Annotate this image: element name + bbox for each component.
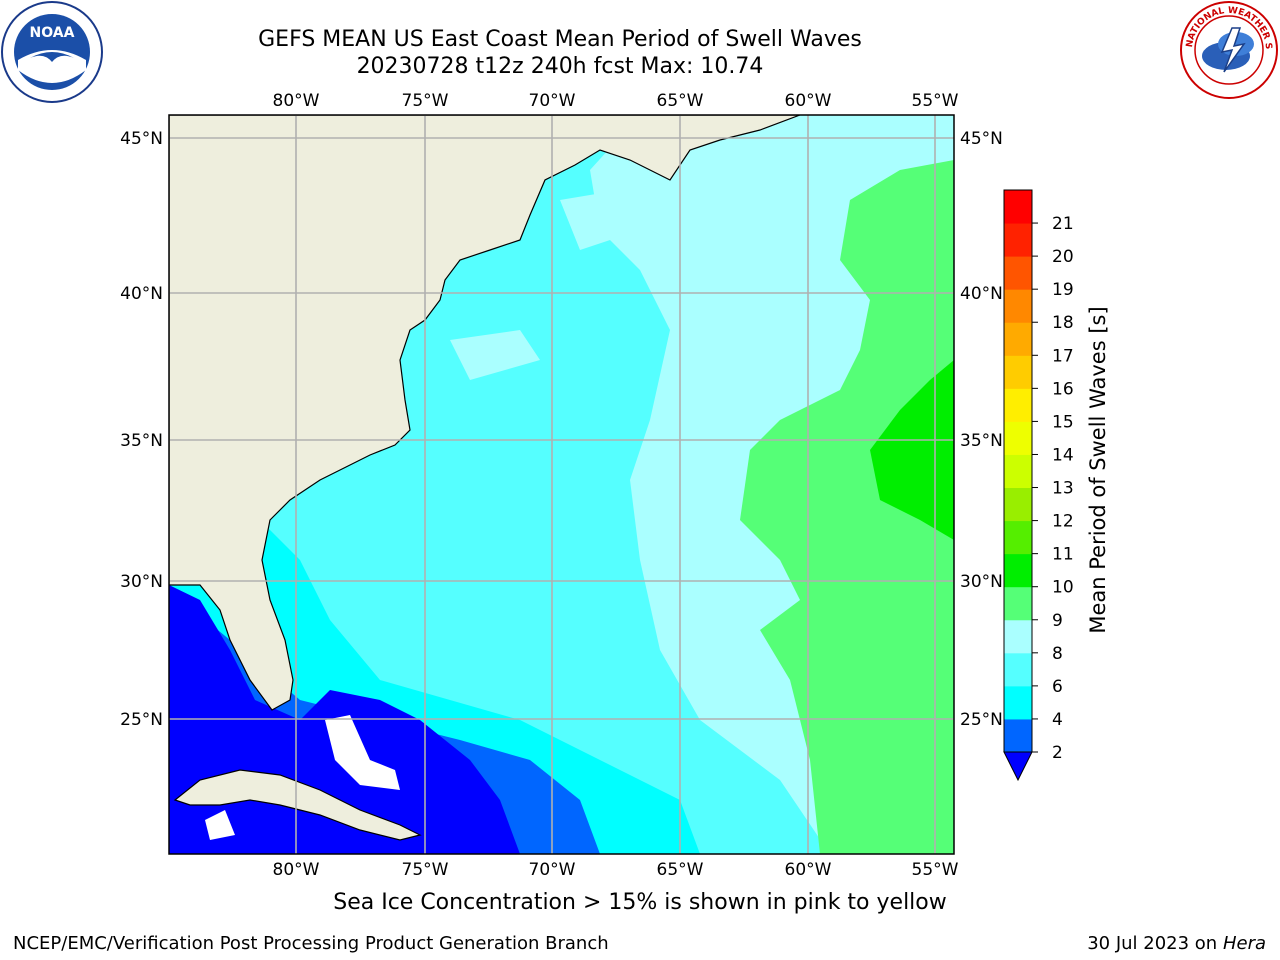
sea-ice-note: Sea Ice Concentration > 15% is shown in … — [333, 890, 947, 915]
lat-label-right: 30°N — [960, 572, 1003, 592]
lat-label-right: 40°N — [960, 284, 1003, 304]
colorbar-under-arrow — [1003, 751, 1033, 782]
graticule — [169, 115, 954, 854]
colorbar-swatch — [1004, 685, 1032, 720]
map-frame — [168, 114, 955, 855]
colorbar-swatch — [1004, 190, 1032, 224]
colorbar-label: Mean Period of Swell Waves [s] — [1086, 306, 1110, 634]
svg-text:NOAA: NOAA — [30, 25, 75, 41]
colorbar-tick-label: 15 — [1052, 412, 1074, 432]
noaa-logo: NOAA — [1, 1, 103, 103]
lat-label-right: 25°N — [960, 710, 1003, 730]
colorbar-frame — [1003, 189, 1033, 753]
lon-label-top: 75°W — [402, 91, 449, 111]
colorbar-swatch — [1004, 223, 1032, 257]
colorbar-swatch — [1004, 289, 1032, 323]
colorbar-swatch — [1004, 256, 1032, 290]
lon-label-bottom: 70°W — [529, 860, 576, 880]
swell-zone-nearshore — [450, 190, 640, 380]
lon-label-bottom: 75°W — [402, 860, 449, 880]
lat-label-left: 40°N — [120, 284, 163, 304]
host-name: Hera — [1222, 933, 1266, 954]
colorbar-swatch — [1004, 520, 1032, 555]
lat-label-left: 45°N — [120, 129, 163, 149]
lat-label-right: 45°N — [960, 129, 1003, 149]
colorbar-tick-label: 10 — [1052, 578, 1074, 598]
land-north-america — [169, 115, 801, 711]
colorbar-swatch — [1004, 487, 1032, 522]
map-area — [169, 115, 954, 854]
map-title: GEFS MEAN US East Coast Mean Period of S… — [258, 27, 862, 52]
colorbar-tick-label: 17 — [1052, 346, 1074, 366]
lat-label-right: 35°N — [960, 431, 1003, 451]
swell-zone-9-10 — [740, 160, 954, 854]
lon-label-bottom: 60°W — [785, 860, 832, 880]
colorbar-tick-label: 18 — [1052, 313, 1074, 333]
lat-label-left: 30°N — [120, 572, 163, 592]
swell-zone-10-11 — [870, 360, 954, 540]
lat-label-left: 35°N — [120, 431, 163, 451]
colorbar-swatch — [1004, 553, 1032, 588]
lat-label-left: 25°N — [120, 710, 163, 730]
nws-logo: NATIONAL WEATHER SERVICE — [1178, 0, 1278, 99]
map-subtitle: 20230728 t12z 240h fcst Max: 10.74 — [356, 54, 764, 79]
colorbar-swatch — [1004, 619, 1032, 654]
colorbar-swatch — [1004, 718, 1032, 753]
colorbar-swatch — [1004, 586, 1032, 621]
colorbar-tick-label: 8 — [1052, 644, 1063, 664]
date-text: 30 Jul 2023 on — [1087, 933, 1218, 954]
no-data-patch — [205, 715, 400, 840]
colorbar-tick-label: 11 — [1052, 545, 1074, 565]
colorbar-tick-label: 12 — [1052, 512, 1074, 532]
lon-label-bottom: 80°W — [273, 860, 320, 880]
credit-line: NCEP/EMC/Verification Post Processing Pr… — [13, 933, 609, 954]
colorbar-swatch — [1004, 454, 1032, 489]
land-cuba — [173, 769, 422, 841]
lon-label-top: 70°W — [529, 91, 576, 111]
colorbar-tick-label: 9 — [1052, 611, 1063, 631]
lon-label-bottom: 55°W — [912, 860, 959, 880]
colorbar-swatch — [1004, 652, 1032, 687]
lon-label-top: 65°W — [657, 91, 704, 111]
colorbar-tick-label: 13 — [1052, 479, 1074, 499]
colorbar-swatch — [1004, 322, 1032, 356]
colorbar-swatch — [1004, 388, 1032, 422]
lon-label-top: 55°W — [912, 91, 959, 111]
colorbar-tick-label: 16 — [1052, 379, 1074, 399]
colorbar-tick-label: 6 — [1052, 677, 1063, 697]
date-stamp: 30 Jul 2023 on Hera — [1087, 933, 1266, 954]
colorbar-tick-label: 4 — [1052, 710, 1063, 730]
colorbar-tick-label: 2 — [1052, 743, 1063, 763]
colorbar-tick-label: 21 — [1052, 214, 1074, 234]
lon-label-top: 80°W — [273, 91, 320, 111]
colorbar-swatch — [1004, 355, 1032, 389]
colorbar-swatch — [1004, 421, 1032, 455]
colorbar: 2 4 6 8 9 10 11 12 13 14 15 16 17 18 19 20 21 — [1003, 189, 1074, 782]
lon-label-bottom: 65°W — [657, 860, 704, 880]
lon-label-top: 60°W — [785, 91, 832, 111]
colorbar-tick-label: 20 — [1052, 247, 1074, 267]
colorbar-tick-label: 14 — [1052, 445, 1074, 465]
colorbar-tick-label: 19 — [1052, 280, 1074, 300]
